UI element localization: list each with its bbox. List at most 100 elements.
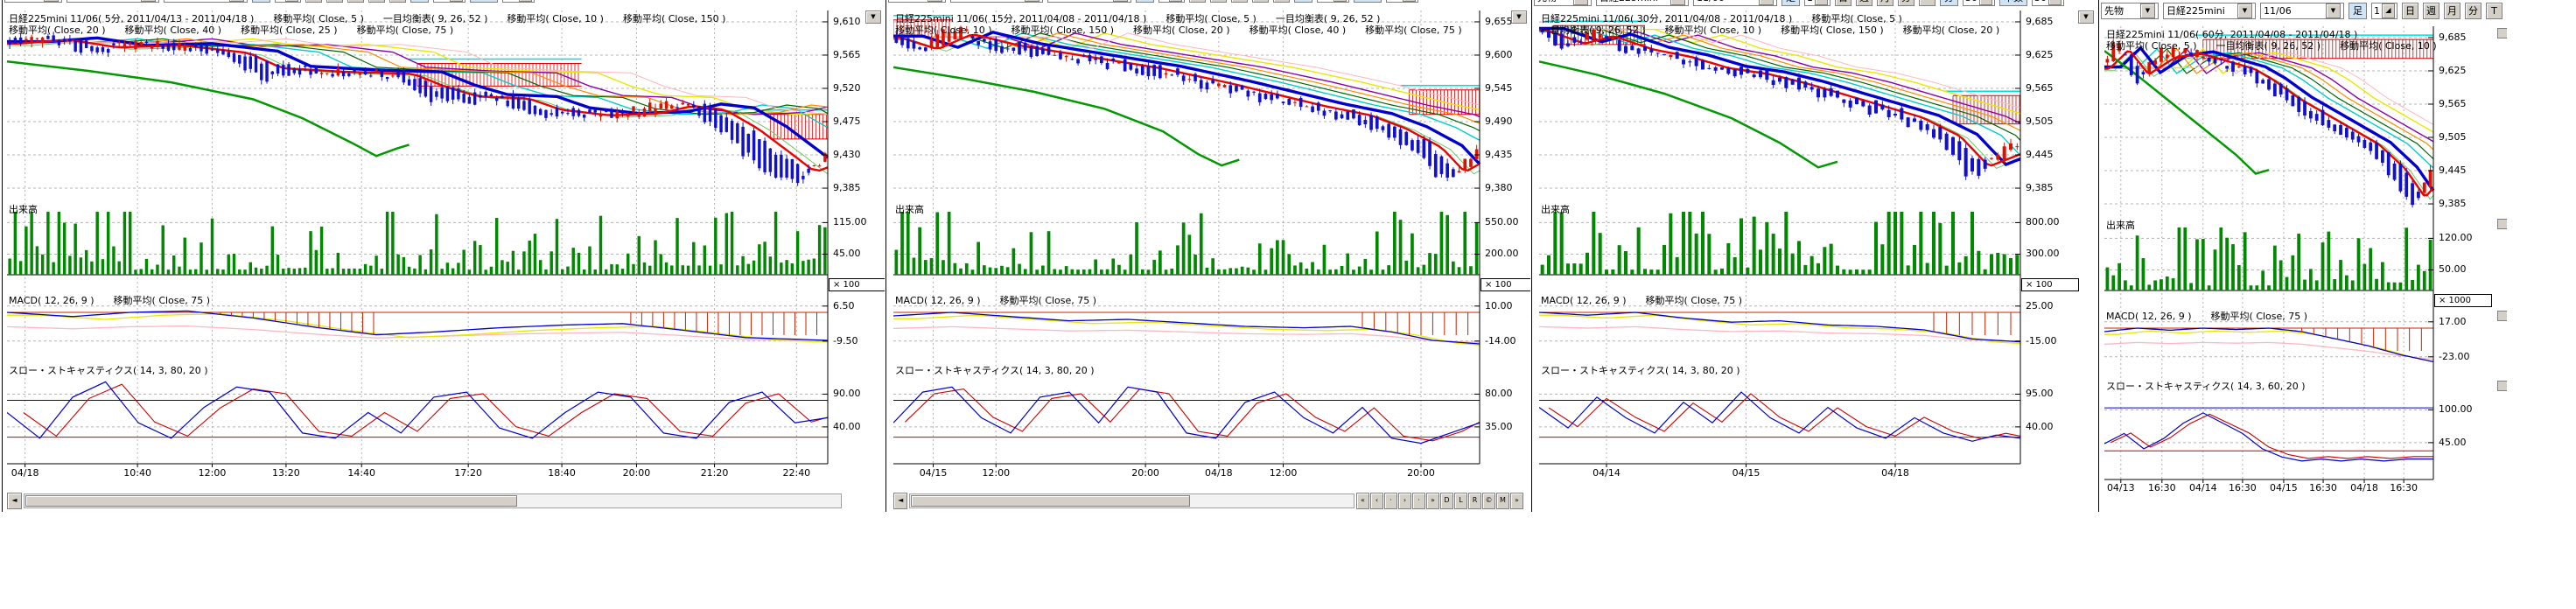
- chevron-down-icon[interactable]: ▼: [1113, 0, 1128, 2]
- chevron-down-icon[interactable]: ▼: [229, 0, 244, 2]
- spinner-button-icon[interactable]: ◢: [1169, 0, 1182, 2]
- scroll-left-button[interactable]: ◄: [893, 493, 907, 509]
- category-select[interactable]: 先物▼: [1534, 0, 1592, 6]
- nav-button-2[interactable]: ·: [1384, 493, 1397, 509]
- spinner-button-icon[interactable]: ◢: [2048, 0, 2062, 5]
- panel-chart-canvas[interactable]: [893, 0, 1481, 486]
- category-select[interactable]: 先物▼: [4, 0, 62, 3]
- chart-header-line2: 移動平均( Close, 5 ) 一目均衡表( 9, 26, 52 ) 移動平均…: [2106, 38, 2437, 52]
- contract-select[interactable]: 11/06▼: [2260, 3, 2344, 19]
- chevron-down-icon[interactable]: ▼: [141, 0, 156, 2]
- spinner-button-icon[interactable]: ◢: [519, 0, 532, 2]
- price-axis-label: 9,520: [833, 82, 861, 94]
- time-axis-label: 16:30: [2223, 482, 2262, 494]
- stoch-axis-label: 40.00: [2026, 421, 2054, 432]
- period-button-0[interactable]: 日: [2402, 3, 2418, 19]
- period-button-0[interactable]: 日: [305, 0, 322, 3]
- period-button-2[interactable]: 月: [2444, 3, 2460, 19]
- spinner-button-icon[interactable]: ◢: [2382, 4, 2395, 18]
- period-button-0[interactable]: 日: [1835, 0, 1852, 6]
- spinner-button-icon[interactable]: ◢: [1815, 0, 1828, 5]
- chevron-down-icon[interactable]: ▼: [2140, 4, 2155, 18]
- pane-dropdown-button[interactable]: ▼: [1511, 10, 1527, 24]
- symbol-select[interactable]: 日経225mini▼: [66, 0, 159, 3]
- nav-button-4[interactable]: ·: [1412, 493, 1425, 509]
- category-select[interactable]: 先物▼: [2101, 3, 2159, 19]
- minute-spinner[interactable]: 30◢: [1963, 0, 1995, 6]
- chevron-down-icon[interactable]: ▼: [2326, 4, 2341, 18]
- symbol-select[interactable]: 日経225mini▼: [950, 0, 1043, 3]
- scrollbar-thumb[interactable]: [911, 495, 1190, 507]
- nav-button-3[interactable]: ›: [1398, 493, 1411, 509]
- nav-button-11[interactable]: »: [1510, 493, 1523, 509]
- spinner-button-icon[interactable]: ◢: [1403, 0, 1416, 2]
- period-button-3[interactable]: 分: [2465, 3, 2482, 19]
- nav-button-10[interactable]: M: [1496, 493, 1509, 509]
- count-spinner[interactable]: 30◢: [1386, 0, 1418, 3]
- chevron-down-icon[interactable]: ▼: [1025, 0, 1040, 2]
- nav-button-1[interactable]: ‹: [1370, 493, 1383, 509]
- chevron-down-icon[interactable]: ▼: [928, 0, 942, 2]
- chevron-down-icon[interactable]: ▼: [2237, 4, 2252, 18]
- bar-value-spinner[interactable]: 1◢: [2371, 3, 2398, 19]
- category-select[interactable]: 先物▼: [888, 0, 946, 3]
- toolbar-dropdown-button[interactable]: ▼: [1273, 0, 1290, 3]
- pane-mini-button-1[interactable]: [2497, 219, 2507, 229]
- nav-button-8[interactable]: R: [1468, 493, 1481, 509]
- nav-button-5[interactable]: »: [1426, 493, 1439, 509]
- contract-select[interactable]: 11/06▼: [164, 0, 248, 3]
- toolbar-row: 先物▼日経225mini▼11/06▼足1◢日週月分▼分30◢本数30◢: [1534, 0, 2064, 8]
- chevron-down-icon[interactable]: ▼: [44, 0, 59, 2]
- pane-mini-button-3[interactable]: [2497, 381, 2507, 391]
- chart-header-line2: 移動平均( Close, 10 ) 移動平均( Close, 150 ) 移動平…: [895, 23, 1462, 37]
- scrollbar-thumb[interactable]: [25, 495, 517, 507]
- period-button-1[interactable]: 週: [1856, 0, 1872, 6]
- spinner-button-icon[interactable]: ◢: [450, 0, 463, 2]
- pane-mini-button-2[interactable]: [2497, 311, 2507, 321]
- pane-dropdown-button[interactable]: ▼: [2078, 10, 2094, 24]
- panel-chart-canvas[interactable]: [7, 0, 830, 486]
- count-spinner[interactable]: 30◢: [502, 0, 535, 3]
- period-button-2[interactable]: 月: [1877, 0, 1894, 6]
- nav-button-6[interactable]: D: [1440, 493, 1453, 509]
- bar-value-spinner[interactable]: 1◢: [275, 0, 301, 3]
- pane-dropdown-button[interactable]: ▼: [865, 10, 881, 24]
- contract-select[interactable]: 11/06▼: [1047, 0, 1131, 3]
- period-button-3[interactable]: 分: [1252, 0, 1269, 3]
- spinner-button-icon[interactable]: ◢: [1334, 0, 1347, 2]
- nav-button-0[interactable]: «: [1356, 493, 1369, 509]
- extra-button[interactable]: T: [2486, 3, 2502, 19]
- spinner-button-icon[interactable]: ◢: [1979, 0, 1992, 5]
- scrollbar-track[interactable]: [909, 494, 1354, 508]
- period-button-1[interactable]: 週: [1210, 0, 1227, 3]
- pane-mini-button-0[interactable]: [2497, 28, 2507, 38]
- bar-value-spinner[interactable]: 1◢: [1804, 0, 1830, 6]
- period-button-3[interactable]: 分: [1898, 0, 1914, 6]
- period-button-2[interactable]: 月: [1231, 0, 1248, 3]
- minute-spinner[interactable]: 30◢: [1317, 0, 1349, 3]
- chevron-down-icon[interactable]: ▼: [1670, 0, 1685, 5]
- chevron-down-icon[interactable]: ▼: [1759, 0, 1774, 5]
- nav-button-7[interactable]: L: [1454, 493, 1467, 509]
- price-axis-label: 9,545: [1485, 82, 1513, 94]
- chevron-down-icon[interactable]: ▼: [1573, 0, 1588, 5]
- period-button-2[interactable]: 月: [347, 0, 364, 3]
- spinner-button-icon[interactable]: ◢: [285, 0, 298, 2]
- symbol-select[interactable]: 日経225mini▼: [2163, 3, 2256, 19]
- period-button-0[interactable]: 日: [1189, 0, 1206, 3]
- period-button-3[interactable]: 分: [368, 0, 385, 3]
- scroll-left-button[interactable]: ◄: [7, 493, 22, 509]
- panel-chart-canvas[interactable]: [2104, 0, 2435, 486]
- contract-select[interactable]: 11/06▼: [1693, 0, 1777, 6]
- minute-spinner[interactable]: 30◢: [433, 0, 466, 3]
- panel-chart-canvas[interactable]: [1539, 0, 2022, 486]
- toolbar-dropdown-button[interactable]: ▼: [1919, 0, 1936, 6]
- count-spinner[interactable]: 30◢: [2032, 0, 2064, 6]
- scrollbar-track[interactable]: [24, 494, 842, 508]
- nav-button-9[interactable]: ©: [1482, 493, 1495, 509]
- symbol-select[interactable]: 日経225mini▼: [1596, 0, 1689, 6]
- bar-value-spinner[interactable]: 1◢: [1158, 0, 1185, 3]
- period-button-1[interactable]: 週: [326, 0, 343, 3]
- period-button-1[interactable]: 週: [2423, 3, 2440, 19]
- toolbar-dropdown-button[interactable]: ▼: [389, 0, 406, 3]
